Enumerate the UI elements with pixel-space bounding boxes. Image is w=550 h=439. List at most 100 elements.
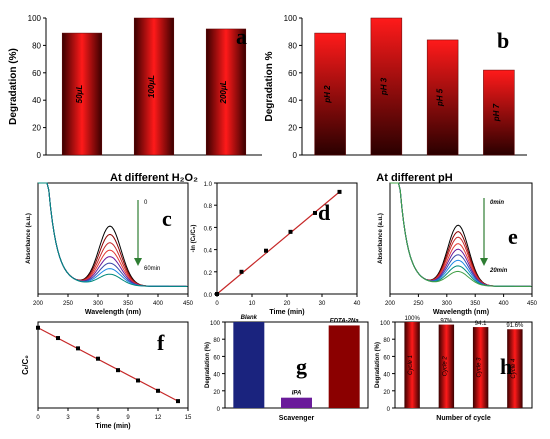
panel-e-xtick-label: 400	[499, 301, 510, 307]
panel-d-xtick-label: 20	[284, 301, 291, 307]
panel-d-xtick-label: 30	[319, 301, 326, 307]
panel-c-xlabel: Wavelength (nm)	[85, 309, 141, 316]
panel-g-ytick-label: 0	[217, 407, 221, 413]
panel-f-point	[36, 325, 40, 330]
panel-a-ytick-label: 80	[32, 41, 41, 50]
panel-c-spectrum-line	[38, 182, 188, 287]
panel-g-ytick-label: 80	[213, 338, 220, 344]
panel-f-point	[96, 356, 100, 361]
panel-f-ylabel: Cₜ/C₀	[21, 355, 30, 375]
panel-f-point	[116, 368, 120, 373]
panel-h-ytick-label: 40	[383, 373, 390, 379]
panel-h-ytick-label: 20	[383, 390, 390, 396]
panel-h-ytick-label: 80	[383, 338, 390, 344]
panel-d-ytick-label: 1.0	[204, 182, 213, 188]
panel-f-point	[76, 346, 80, 351]
panel-c-spectrum-line	[38, 182, 188, 287]
panel-g-xlabel: Scavenger	[279, 415, 315, 422]
panel-b-xlabel: At different pH	[376, 172, 452, 184]
panel-g-ytick-label: 40	[213, 373, 220, 379]
panel-b-ytick-label: 100	[284, 14, 298, 23]
panel-f-fit-line	[37, 327, 179, 402]
panel-h-data-label: 94.1	[475, 321, 487, 327]
panel-b-bar-label: pH 3	[379, 77, 388, 96]
panel-f-xtick-label: 12	[155, 415, 162, 421]
panel-a-ytick-label: 60	[32, 69, 41, 78]
panel-g-letter: g	[296, 354, 307, 379]
panel-b-bar-label: pH 5	[436, 88, 445, 107]
panel-d-ytick-label: 0.0	[204, 293, 213, 299]
panel-c-spectrum-line	[38, 182, 188, 287]
panel-c-xtick-label: 450	[183, 301, 194, 307]
panel-c-xtick-label: 250	[63, 301, 74, 307]
panel-h-ytick-label: 100	[380, 321, 391, 327]
panel-a-xlabel: At different H₂O₂	[110, 172, 198, 184]
panel-a-ytick-label: 20	[32, 124, 41, 133]
panel-a-ylabel: Degradation (%)	[8, 48, 19, 125]
panel-f-xlabel: Time (min)	[95, 423, 130, 430]
panel-b-bar	[426, 39, 459, 156]
panel-d-point	[313, 210, 317, 215]
panel-c-spectrum-line	[38, 182, 188, 287]
panel-c-ylabel: Absorbance (a.u.)	[26, 213, 32, 264]
panel-a-bar-label: 50μL	[75, 85, 84, 104]
panel-b-ytick-label: 80	[288, 41, 297, 50]
panel-h-bar-label: Cycle 3	[477, 357, 483, 378]
panel-b-bar	[370, 17, 403, 156]
panel-e-ylabel: Absorbance (a.u.)	[378, 213, 384, 264]
panel-b-ylabel: Degradation %	[264, 51, 275, 121]
panel-c-letter: c	[162, 206, 172, 231]
panel-e-arrow-head	[480, 258, 488, 266]
panel-d-frame	[216, 182, 358, 295]
panel-b-bar-label: pH 7	[492, 103, 501, 122]
panel-e-xtick-label: 200	[385, 301, 396, 307]
panel-h-bar-label: Cycle 4	[511, 358, 517, 379]
panel-g-ylabel: Degradation (%)	[205, 342, 211, 388]
panel-c-annotation-start: 0	[144, 200, 148, 206]
panel-e-xtick-label: 300	[442, 301, 453, 307]
panel-c-xtick-label: 350	[123, 301, 134, 307]
panel-c-spectrum-line	[38, 182, 188, 287]
panel-h-bar	[507, 329, 523, 408]
panel-d-xtick-label: 0	[215, 301, 219, 307]
panel-b-bar-label: pH 2	[323, 85, 332, 104]
panel-g-bar-label: EDTA-2Na	[330, 318, 360, 324]
panel-h-frame	[394, 321, 533, 409]
panel-e-xlabel: Wavelength (nm)	[433, 309, 489, 316]
panel-g-bar-label: IPA	[292, 391, 302, 397]
panel-c-spectrum-line	[38, 182, 188, 287]
panel-d-point	[215, 292, 219, 296]
panel-d-point	[264, 248, 268, 253]
panel-b-ytick-label: 20	[288, 124, 297, 133]
panel-e-xtick-label: 450	[527, 301, 538, 307]
panel-g-bar-label: Blank	[241, 315, 258, 321]
panel-h-letter: h	[500, 354, 512, 379]
panel-c-xtick-label: 400	[153, 301, 164, 307]
panel-d-ylabel: -ln (Cₜ/C₀)	[191, 225, 197, 253]
panel-h-bar	[472, 327, 489, 408]
panel-e-letter: e	[508, 224, 518, 249]
panel-a-bar	[205, 28, 247, 156]
panel-d-ytick-label: 0.2	[204, 271, 213, 277]
panel-c-annotation-end: 60min	[144, 266, 160, 272]
panel-c-arrow-head	[134, 258, 142, 266]
panel-a-bar	[133, 17, 175, 156]
panel-b-ytick-label: 40	[288, 96, 297, 105]
panel-e-annotation-start: 0min	[490, 200, 504, 206]
panel-g-bar	[328, 325, 360, 408]
panel-h-bar-label: Cycle 1	[408, 355, 414, 375]
panel-e-xtick-label: 250	[413, 301, 424, 307]
panel-d-xtick-label: 40	[354, 301, 361, 307]
panel-g-bar	[233, 322, 265, 408]
panel-h-ytick-label: 60	[383, 355, 390, 361]
panel-d-ytick-label: 0.6	[204, 226, 213, 232]
panel-e-annotation-end: 20min	[489, 268, 508, 274]
panel-d-ytick-label: 0.4	[204, 249, 213, 255]
panel-d-point	[239, 269, 244, 274]
panel-g-ytick-label: 100	[210, 321, 221, 327]
panel-a-ytick-label: 100	[28, 14, 42, 23]
panel-h-data-label: 91.6%	[506, 323, 524, 329]
panel-d-fit-line	[216, 191, 340, 295]
panel-a-bar-label: 100μL	[147, 75, 156, 98]
